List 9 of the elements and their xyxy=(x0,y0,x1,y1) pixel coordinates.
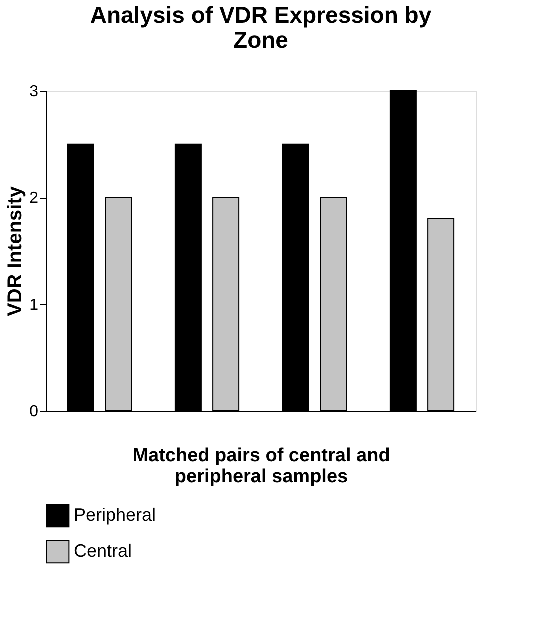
y-tick-label: 0 xyxy=(30,404,39,420)
x-axis-title: Matched pairs of central and peripheral samples xyxy=(132,446,390,488)
y-tick-label: 2 xyxy=(30,190,39,208)
legend-label: Central xyxy=(74,541,132,561)
y-tick-label: 1 xyxy=(30,296,39,314)
y-tick-label: 3 xyxy=(30,84,39,100)
chart-title: Analysis of VDR Expression by Zone xyxy=(90,2,432,53)
y-axis-title: VDR Intensity xyxy=(4,186,27,317)
legend-label: Peripheral xyxy=(74,505,156,525)
